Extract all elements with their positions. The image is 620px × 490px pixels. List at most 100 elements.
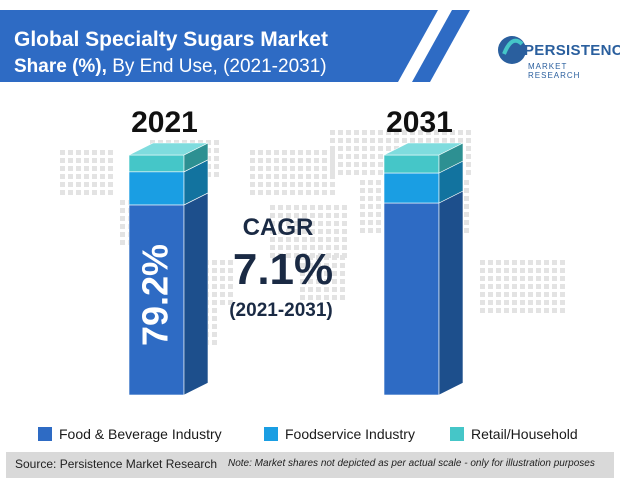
map-dot — [520, 308, 525, 313]
map-dot — [504, 268, 509, 273]
chart-title-line2: Share (%), By End Use, (2021-2031) — [14, 56, 327, 78]
map-dot — [560, 260, 565, 265]
map-dot — [258, 166, 263, 171]
map-dot — [394, 130, 399, 135]
map-dot — [60, 150, 65, 155]
map-dot — [250, 174, 255, 179]
map-dot — [266, 150, 271, 155]
map-dot — [370, 170, 375, 175]
map-dot — [512, 284, 517, 289]
map-dot — [340, 255, 345, 260]
map-dot — [306, 158, 311, 163]
map-dot — [158, 140, 163, 145]
map-dot — [552, 268, 557, 273]
map-dot — [298, 174, 303, 179]
map-dot — [266, 158, 271, 163]
map-dot — [536, 292, 541, 297]
map-dot — [76, 190, 81, 195]
map-dot — [528, 308, 533, 313]
map-dot — [520, 284, 525, 289]
map-dot — [334, 221, 339, 226]
map-dot — [362, 154, 367, 159]
map-dot — [278, 229, 283, 234]
map-dot — [100, 174, 105, 179]
map-dot — [360, 220, 365, 225]
map-dot — [442, 138, 447, 143]
map-dot — [480, 300, 485, 305]
map-dot — [258, 158, 263, 163]
cagr-value: 7.1% — [233, 245, 333, 294]
map-dot — [552, 276, 557, 281]
map-dot — [520, 292, 525, 297]
map-dot — [316, 287, 321, 292]
map-dot — [330, 162, 335, 167]
map-dot — [120, 240, 125, 245]
map-dot — [342, 245, 347, 250]
map-dot — [250, 158, 255, 163]
map-dot — [342, 237, 347, 242]
map-dot — [376, 188, 381, 193]
map-dot — [314, 174, 319, 179]
map-dot — [108, 174, 113, 179]
map-dot — [310, 245, 315, 250]
map-dot — [282, 158, 287, 163]
map-dot — [354, 170, 359, 175]
map-dot — [362, 138, 367, 143]
map-dot — [282, 174, 287, 179]
map-dot — [290, 174, 295, 179]
map-dot — [332, 263, 337, 268]
bar-segment — [383, 154, 440, 174]
bar-segment-side — [438, 190, 464, 396]
map-dot — [84, 150, 89, 155]
map-dot — [258, 150, 263, 155]
map-dot — [360, 196, 365, 201]
map-dot — [466, 130, 471, 135]
map-dot — [220, 276, 225, 281]
map-dot — [298, 150, 303, 155]
logo-subtitle: MARKET RESEARCH — [528, 62, 581, 80]
map-dot — [120, 200, 125, 205]
map-dot — [250, 166, 255, 171]
map-dot — [340, 287, 345, 292]
map-dot — [316, 263, 321, 268]
map-dot — [76, 150, 81, 155]
map-dot — [120, 224, 125, 229]
map-dot — [426, 130, 431, 135]
map-dot — [362, 170, 367, 175]
map-dot — [326, 213, 331, 218]
map-dot — [228, 260, 233, 265]
map-dot — [318, 221, 323, 226]
map-dot — [316, 255, 321, 260]
map-dot — [318, 205, 323, 210]
map-dot — [266, 166, 271, 171]
map-dot — [360, 204, 365, 209]
legend-item-retail-household: Retail/Household — [450, 424, 578, 444]
map-dot — [512, 276, 517, 281]
map-dot — [108, 166, 113, 171]
map-dot — [274, 158, 279, 163]
map-dot — [308, 287, 313, 292]
map-dot — [294, 205, 299, 210]
map-dot — [282, 166, 287, 171]
map-dot — [342, 205, 347, 210]
map-dot — [360, 180, 365, 185]
map-dot — [318, 213, 323, 218]
bar-segment — [383, 202, 440, 396]
map-dot — [330, 182, 335, 187]
map-dot — [212, 300, 217, 305]
map-dot — [466, 138, 471, 143]
map-dot — [410, 130, 415, 135]
map-dot — [322, 174, 327, 179]
map-dot — [326, 221, 331, 226]
map-dot — [370, 138, 375, 143]
map-dot — [84, 174, 89, 179]
map-dot — [322, 182, 327, 187]
map-dot — [332, 255, 337, 260]
map-dot — [308, 255, 313, 260]
legend: Food & Beverage Industry Foodservice Ind… — [38, 424, 598, 444]
map-dot — [464, 204, 469, 209]
map-dot — [464, 228, 469, 233]
map-dot — [434, 130, 439, 135]
map-dot — [324, 255, 329, 260]
map-dot — [308, 279, 313, 284]
